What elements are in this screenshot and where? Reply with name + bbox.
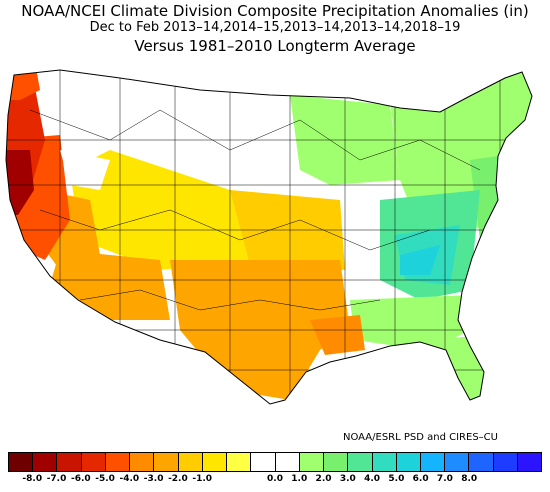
colorbar-bin [347,453,372,471]
colorbar-bin [492,453,517,471]
colorbar-bin [226,453,251,471]
colorbar-tick-label: -5.0 [95,474,115,484]
colorbar-tick-label: 4.0 [364,474,381,484]
colorbar-tick-label: -6.0 [70,474,91,484]
colorbar-tick-label: -1.0 [192,474,213,484]
colorbar-bin [56,453,81,471]
colorbar-bin [9,453,33,471]
colorbar-bin [323,453,348,471]
colorbar-bin [444,453,469,471]
colorbar-bin [395,453,420,471]
colorbar-bin [80,453,105,471]
colorbar-tick-label: 6.0 [412,474,429,484]
colorbar-bin [274,453,299,471]
colorbar-tick-label: 1.0 [291,474,308,484]
map-baseline: Versus 1981–2010 Longterm Average [134,37,416,55]
colorbar-bin [177,453,202,471]
colorbar-tick-label: -3.0 [143,474,164,484]
colorbar-bin [371,453,396,471]
colorbar-bin [201,453,227,471]
colorbar-tick-label: 5.0 [388,474,405,484]
colorbar-tick-label: 0.0 [267,474,283,484]
anomaly-fills [6,70,532,404]
colorbar [8,452,542,472]
colorbar-bin [32,453,57,471]
colorbar-tick-label: -4.0 [119,474,140,484]
data-credit: NOAA/ESRL PSD and CIRES–CU [343,432,498,443]
colorbar-bin [419,453,445,471]
map-subtitle: Dec to Feb 2013–14,2014–15,2013–14,2013–… [89,20,461,35]
colorbar-tick-label: 2.0 [315,474,332,484]
colorbar-bin [153,453,178,471]
colorbar-bin [468,453,493,471]
colorbar-tick-label: 3.0 [339,474,356,484]
colorbar-bin [104,453,130,471]
colorbar-tick-label: -7.0 [46,474,67,484]
us-precipitation-map [5,69,533,405]
colorbar-bin [129,453,154,471]
colorbar-bin [250,453,275,471]
us-outline [5,69,533,405]
division-borders [6,70,532,404]
map-title: NOAA/NCEI Climate Division Composite Pre… [21,2,529,20]
colorbar-tick-labels: -8.0 -7.0 -6.0 -5.0 -4.0 -3.0 -2.0 -1.0 0.0 1.0 2.… [8,474,542,488]
colorbar-tick-label: -2.0 [168,474,188,484]
colorbar-tick-label: -8.0 [22,474,43,484]
colorbar-bin [516,453,542,471]
colorbar-tick-label: 7.0 [436,474,453,484]
colorbar-bin [298,453,324,471]
colorbar-tick-label: 8.0 [461,474,478,484]
